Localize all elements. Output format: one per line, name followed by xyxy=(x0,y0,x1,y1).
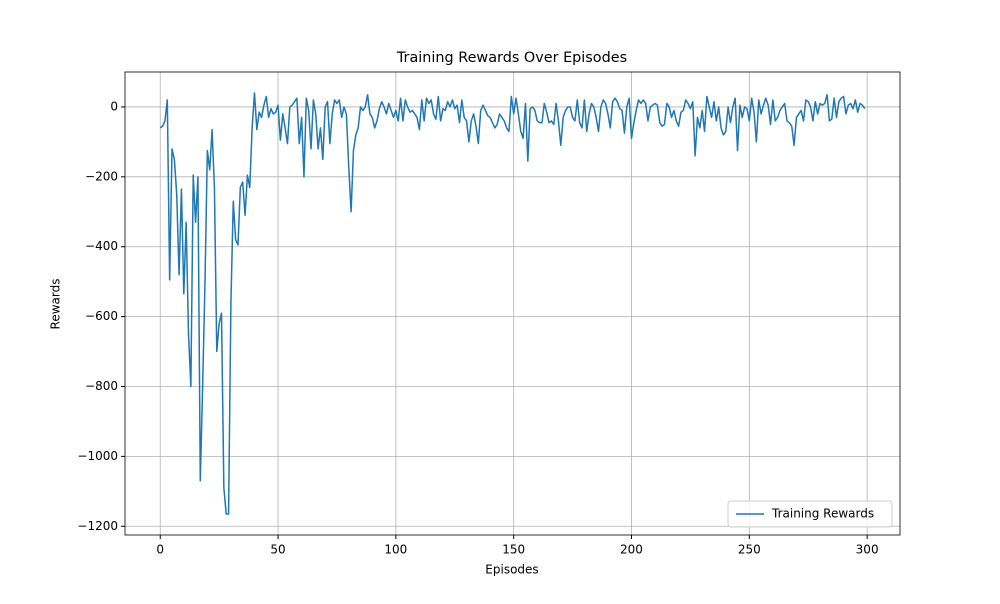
x-tick-label: 250 xyxy=(738,543,761,557)
plot-frame xyxy=(124,71,901,536)
y-tick-label: −400 xyxy=(85,239,118,253)
legend-label: Training Rewards xyxy=(771,507,874,521)
y-axis-label: Rewards xyxy=(49,279,63,330)
x-tick-label: 50 xyxy=(270,543,285,557)
y-tick-label: −1200 xyxy=(77,519,118,533)
chart-title: Training Rewards Over Episodes xyxy=(396,50,627,66)
x-tick-label: 0 xyxy=(156,543,164,557)
y-tick-label: −1000 xyxy=(77,449,118,463)
x-tick-label: 100 xyxy=(384,543,407,557)
legend-box xyxy=(727,500,893,528)
y-tick-label: −800 xyxy=(85,379,118,393)
data-line xyxy=(159,92,866,515)
x-tick-label: 300 xyxy=(856,543,879,557)
x-tick-label: 200 xyxy=(620,543,643,557)
y-tick-label: −600 xyxy=(85,309,118,323)
y-tick-label: 0 xyxy=(110,99,118,113)
x-tick-label: 150 xyxy=(502,543,525,557)
y-tick-label: −200 xyxy=(85,169,118,183)
x-axis-label: Episodes xyxy=(485,563,538,577)
